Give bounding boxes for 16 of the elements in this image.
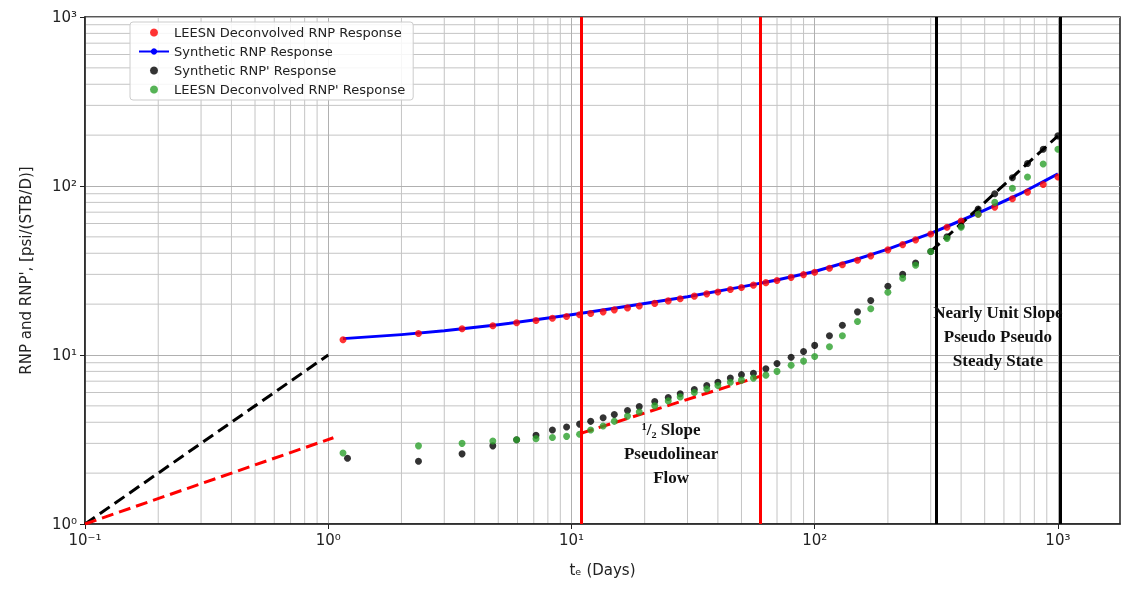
legend-label: Synthetic RNP Response [174,44,333,59]
y-tick-label: 10³ [51,8,77,26]
annotation: ¹/₂ Slope Pseudolinear Flow [623,419,719,487]
x-tick-label: 10⁻¹ [68,530,102,549]
x-tick-label: 10⁰ [315,530,341,549]
x-tick-label: 10¹ [558,530,585,549]
x-axis-title: tₑ (Days) [569,560,636,579]
x-tick-label: 10³ [1045,530,1071,549]
y-tick-label: 10⁰ [51,515,77,533]
x-tick-label: 10² [802,530,828,549]
y-tick-label: 10¹ [51,346,77,364]
legend-label: LEESN Deconvolved RNP Response [174,25,402,40]
y-axis-title: RNP and RNP', [psi/(STB/D)] [16,166,35,375]
legend-label: LEESN Deconvolved RNP' Response [174,82,406,97]
legend-label: Synthetic RNP' Response [174,63,337,78]
y-tick-label: 10² [51,177,77,195]
